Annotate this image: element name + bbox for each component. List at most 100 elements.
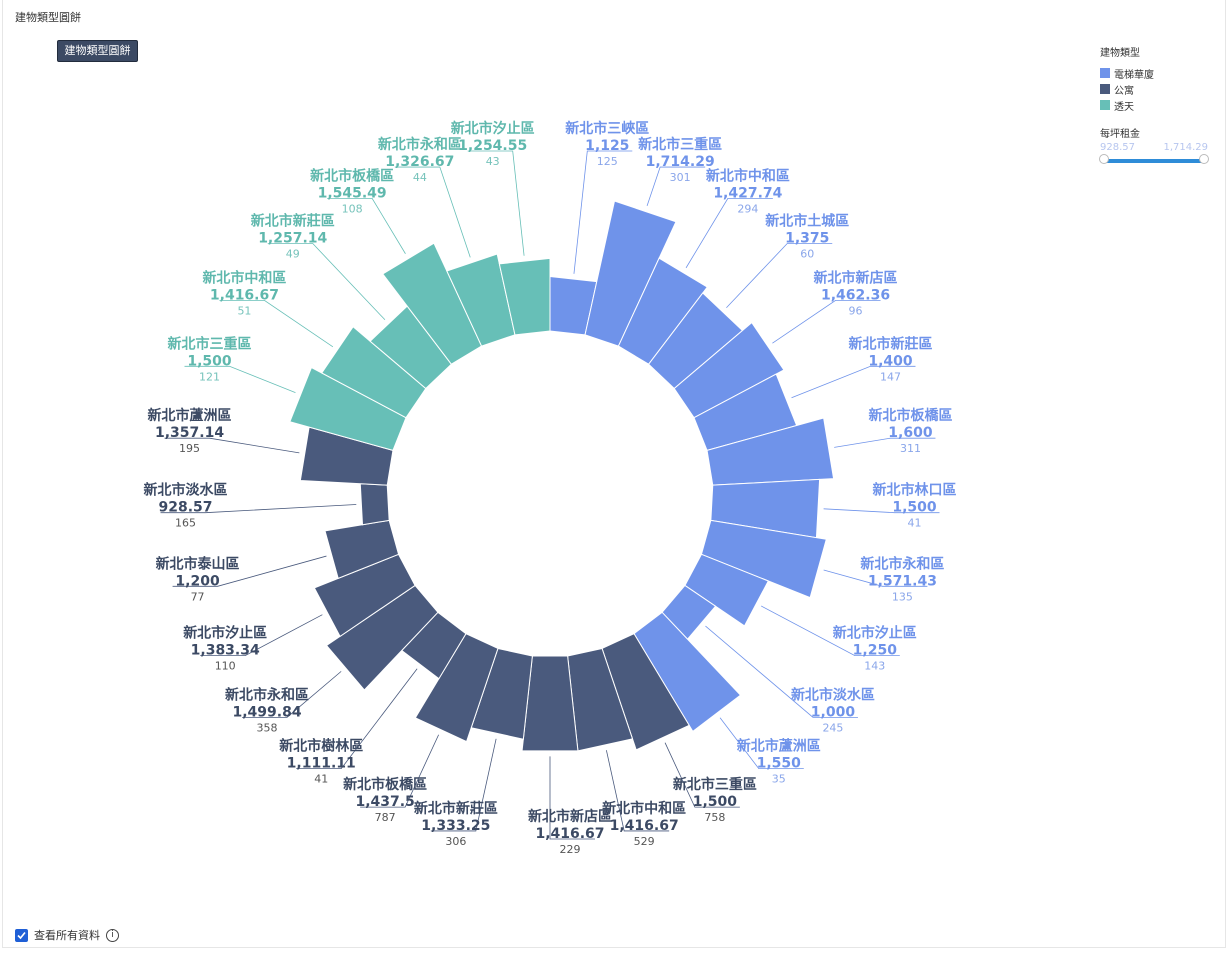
bar-2-4[interactable]	[446, 253, 516, 347]
legend-title: 建物類型	[1100, 48, 1140, 59]
label-count: 110	[215, 660, 236, 673]
label-value: 1,254.55	[458, 138, 527, 154]
label-value: 1,550	[757, 756, 802, 772]
label-value: 1,714.29	[646, 154, 715, 170]
bar-1-6[interactable]	[325, 584, 439, 691]
size-legend-title: 每坪租金	[1100, 129, 1140, 140]
leader-line	[200, 614, 323, 657]
label-district: 新北市淡水區	[144, 482, 228, 499]
bar-0-6[interactable]	[706, 417, 835, 486]
label-value: 1,250	[853, 643, 898, 659]
leader-line	[823, 569, 928, 587]
label-district: 新北市汐止區	[833, 625, 917, 642]
slider-track	[1104, 159, 1204, 163]
leader-line	[394, 166, 471, 258]
leader-line	[242, 671, 342, 718]
bar-2-0[interactable]	[289, 366, 407, 451]
label-value: 1,545.49	[318, 185, 387, 201]
label-district: 新北市淡水區	[791, 686, 875, 703]
bar-0-9[interactable]	[684, 553, 770, 627]
bar-1-8[interactable]	[324, 519, 400, 580]
bar-2-5[interactable]	[498, 257, 551, 336]
label-district: 新北市板橋區	[310, 167, 394, 184]
label-district: 新北市蘆洲區	[148, 407, 232, 424]
label-count: 44	[413, 171, 427, 184]
slider-min-handle[interactable]	[1099, 154, 1109, 164]
label-district: 新北市中和區	[706, 167, 790, 184]
label-value: 1,375	[785, 231, 829, 247]
bar-0-4[interactable]	[673, 321, 785, 419]
size-min-label: 928.57	[1100, 142, 1135, 153]
leader-line	[360, 734, 439, 808]
footer: 查看所有資料 i	[15, 927, 119, 943]
label-count: 301	[670, 171, 691, 184]
legend-label: 公寓	[1114, 85, 1134, 97]
bar-1-2[interactable]	[521, 655, 579, 752]
label-value: 1,326.67	[385, 154, 454, 170]
chart-type-button[interactable]: 建物類型圓餅	[57, 40, 138, 62]
leader-line	[327, 197, 406, 254]
label-count: 60	[800, 248, 814, 261]
label-count: 229	[560, 843, 581, 856]
bar-0-1[interactable]	[584, 200, 677, 347]
bar-1-4[interactable]	[414, 633, 499, 743]
label-value: 1,416.67	[535, 826, 604, 842]
leader-line	[664, 742, 740, 808]
bar-0-8[interactable]	[700, 519, 827, 599]
slider-max-handle[interactable]	[1199, 154, 1209, 164]
leader-line	[219, 299, 334, 348]
leader-line	[184, 365, 296, 393]
label-count: 35	[772, 773, 786, 786]
leader-line	[760, 605, 900, 657]
info-icon[interactable]: i	[106, 928, 119, 942]
bar-1-0[interactable]	[601, 633, 690, 751]
label-count: 51	[237, 304, 251, 317]
label-value: 1,427.74	[713, 185, 782, 201]
label-count: 529	[634, 835, 655, 848]
label-value: 1,416.67	[210, 287, 279, 303]
legend-swatch	[1100, 68, 1110, 78]
leader-line	[296, 668, 418, 770]
label-count: 108	[342, 202, 363, 215]
leader-line	[606, 750, 670, 832]
leader-line	[646, 166, 706, 207]
legend-swatch	[1100, 84, 1110, 94]
label-district: 新北市三重區	[673, 776, 757, 793]
bar-2-3[interactable]	[382, 242, 483, 365]
label-district: 新北市新莊區	[251, 213, 335, 230]
legend-label: 電梯華廈	[1114, 69, 1154, 81]
leader-line	[267, 243, 386, 321]
legend-item-townhouse[interactable]: 透天	[1100, 97, 1208, 113]
legend-item-apartment[interactable]: 公寓	[1100, 81, 1208, 97]
size-range-slider[interactable]	[1099, 153, 1209, 167]
size-max-label: 1,714.29	[1163, 142, 1208, 153]
label-district: 新北市永和區	[225, 686, 309, 703]
label-district: 新北市永和區	[378, 136, 462, 153]
bar-0-11[interactable]	[633, 611, 742, 733]
legend-item-elevator[interactable]: 電梯華廈	[1100, 65, 1208, 81]
label-count: 77	[191, 590, 205, 603]
leader-line	[726, 243, 833, 309]
leader-line	[685, 197, 773, 269]
label-value: 1,200	[175, 573, 220, 589]
leader-line	[573, 150, 633, 274]
label-count: 135	[892, 590, 913, 603]
bar-1-9[interactable]	[359, 483, 390, 526]
bar-2-1[interactable]	[321, 326, 427, 419]
label-count: 195	[179, 442, 200, 455]
label-value: 1,600	[888, 425, 933, 441]
label-count: 165	[175, 517, 196, 530]
bar-0-2[interactable]	[617, 257, 709, 365]
label-district: 新北市中和區	[202, 269, 286, 286]
leader-line	[549, 756, 595, 840]
show-all-checkbox[interactable]	[15, 928, 28, 942]
label-value: 1,383.34	[191, 643, 260, 659]
leader-line	[791, 365, 916, 399]
label-value: 1,499.84	[233, 704, 302, 720]
label-value: 928.57	[158, 500, 212, 516]
label-value: 1,125	[585, 138, 629, 154]
bar-1-7[interactable]	[313, 553, 416, 638]
label-district: 新北市林口區	[872, 482, 956, 499]
label-value: 1,571.43	[868, 573, 937, 589]
